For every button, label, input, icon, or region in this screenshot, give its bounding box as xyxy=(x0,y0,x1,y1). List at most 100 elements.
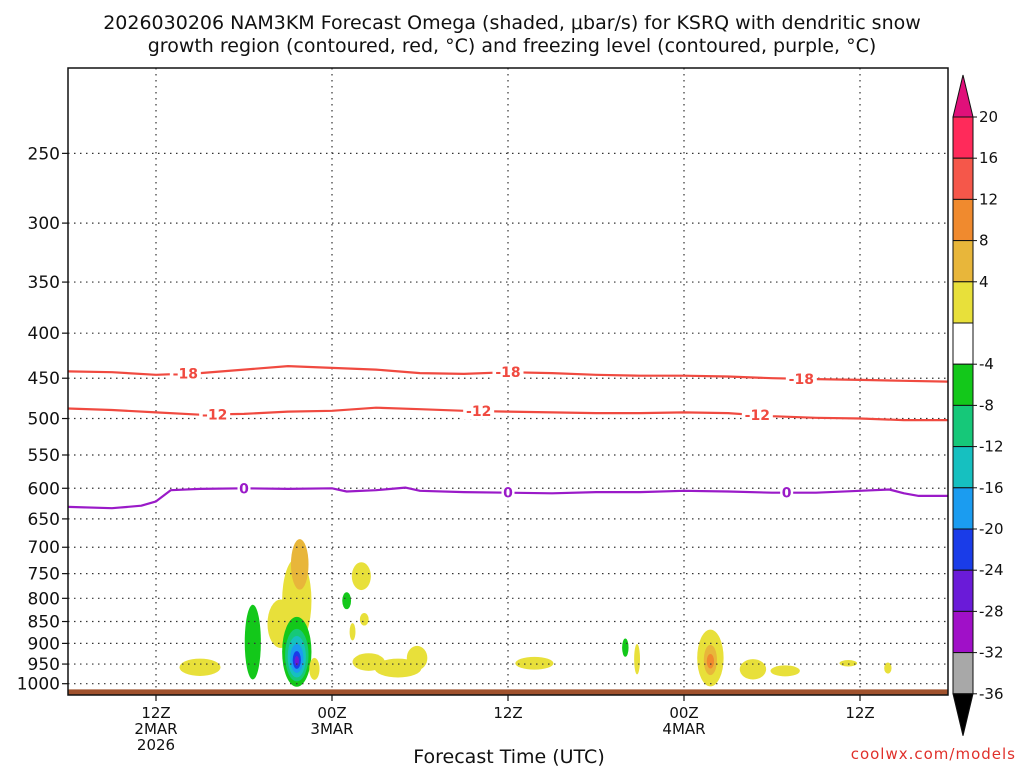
colorbar-arrow-top xyxy=(952,74,974,118)
y-tick-label-250: 250 xyxy=(28,144,60,164)
contour-label-bg-1-0 xyxy=(199,406,231,423)
x-tick-label-6-2: 2026 xyxy=(137,736,175,754)
x-axis-label: Forecast Time (UTC) xyxy=(413,746,604,768)
y-tick-label-1000: 1000 xyxy=(17,675,60,695)
omega-shading xyxy=(179,539,892,687)
contour-label-0-2: -18 xyxy=(789,372,814,388)
y-tick-label-450: 450 xyxy=(28,369,60,389)
contour-label-bg-2-0 xyxy=(237,480,251,497)
colorbar-arrow-bottom xyxy=(952,693,974,736)
contour-label-bg-0-2 xyxy=(785,370,817,387)
contour-label-bg-2-1 xyxy=(501,484,515,501)
omega-cell-21 xyxy=(634,644,640,675)
contour-label-bg-1-2 xyxy=(741,407,773,424)
y-tick-label-750: 750 xyxy=(28,565,60,585)
colorbar-bin-12 xyxy=(952,610,974,654)
omega-cell-1 xyxy=(244,604,261,680)
y-tick-label-850: 850 xyxy=(28,613,60,633)
colorbar-label-5: -4 xyxy=(979,355,994,373)
ground-level-bar xyxy=(68,689,948,695)
contour-label-1-2: -12 xyxy=(745,408,770,424)
colorbar-bin-3 xyxy=(952,240,974,283)
omega-cell-27 xyxy=(839,660,858,667)
y-tick-label-500: 500 xyxy=(28,410,60,430)
x-tick-label-30-0: 12Z xyxy=(493,704,522,722)
colorbar-label-7: -12 xyxy=(979,438,1004,456)
x-tick-label-6-1: 2MAR xyxy=(134,720,177,738)
colorbar-label-1: 16 xyxy=(979,149,998,167)
colorbar-bin-7 xyxy=(952,404,974,448)
colorbar-label-13: -36 xyxy=(979,685,1004,703)
colorbar-label-0: 20 xyxy=(979,108,998,126)
contour-label-bg-0-1 xyxy=(492,364,524,381)
site-credit: coolwx.com/models xyxy=(851,745,1016,763)
contour-label-1-1: -12 xyxy=(466,404,491,420)
omega-colorbar: 20 16 12 8 4 -4 -8 -12 -16 -20 -24 -28 -32 -36 xyxy=(952,74,1004,736)
omega-cell-19 xyxy=(515,656,554,670)
chart-title-line1: 2026030206 NAM3KM Forecast Omega (shaded… xyxy=(103,12,921,34)
x-tick-label-18-0: 00Z xyxy=(317,704,346,722)
y-tick-label-300: 300 xyxy=(28,214,60,234)
omega-cell-14 xyxy=(351,562,371,591)
colorbar-bin-2 xyxy=(952,198,974,242)
omega-cell-24 xyxy=(706,654,715,669)
y-tick-label-550: 550 xyxy=(28,446,60,466)
contour-label-bg-1-1 xyxy=(463,403,495,420)
contour-label-0-1: -18 xyxy=(495,365,520,381)
pressure-axis: 2503003504004505005506006507007508008509… xyxy=(17,144,68,695)
omega-cell-0 xyxy=(179,658,221,676)
colorbar-bin-8 xyxy=(952,446,974,489)
contour-label-2-2: 0 xyxy=(782,486,792,502)
colorbar-label-10: -24 xyxy=(979,561,1004,579)
colorbar-bin-0 xyxy=(952,116,974,159)
colorbar-label-11: -28 xyxy=(979,602,1004,620)
colorbar-label-12: -32 xyxy=(979,644,1004,662)
y-tick-label-800: 800 xyxy=(28,589,60,609)
colorbar-bin-5 xyxy=(952,322,974,365)
colorbar-label-4: 4 xyxy=(979,273,989,291)
omega-cell-13 xyxy=(349,623,356,641)
omega-cell-18 xyxy=(406,645,428,671)
y-tick-label-950: 950 xyxy=(28,655,60,675)
colorbar-label-2: 12 xyxy=(979,190,998,208)
contour-label-bg-2-2 xyxy=(780,484,794,501)
contour-line-2 xyxy=(67,486,948,510)
contour-label-1-0: -12 xyxy=(202,407,227,423)
contour-label-2-1: 0 xyxy=(503,486,513,502)
omega-cell-11 xyxy=(309,657,320,680)
chart-title-line2: growth region (contoured, red, °C) and f… xyxy=(148,35,877,57)
y-tick-label-400: 400 xyxy=(28,324,60,344)
colorbar-bin-13 xyxy=(952,652,974,695)
omega-cell-4 xyxy=(290,539,309,590)
omega-cell-12 xyxy=(342,592,352,610)
omega-cell-15 xyxy=(359,612,369,626)
colorbar-label-9: -20 xyxy=(979,520,1004,538)
y-tick-label-650: 650 xyxy=(28,510,60,530)
x-tick-label-42-0: 00Z xyxy=(669,704,698,722)
y-tick-label-600: 600 xyxy=(28,479,60,499)
omega-cell-10 xyxy=(294,655,299,666)
colorbar-label-6: -8 xyxy=(979,396,994,414)
x-tick-label-42-1: 4MAR xyxy=(662,720,705,738)
colorbar-bin-11 xyxy=(952,569,974,612)
omega-cell-25 xyxy=(739,659,767,680)
y-tick-label-900: 900 xyxy=(28,634,60,654)
y-tick-label-350: 350 xyxy=(28,273,60,293)
contour-label-bg-0-0 xyxy=(169,365,201,382)
colorbar-label-8: -16 xyxy=(979,479,1004,497)
colorbar-bin-9 xyxy=(952,487,974,530)
x-tick-label-18-1: 3MAR xyxy=(310,720,353,738)
x-tick-label-6-0: 12Z xyxy=(141,704,170,722)
colorbar-bin-4 xyxy=(952,281,974,324)
colorbar-bin-6 xyxy=(952,363,974,406)
temperature-contours: -18 -18 -18 -12 -12 -12 0 0 0 xyxy=(67,364,949,510)
omega-cell-26 xyxy=(770,665,800,677)
colorbar-bin-10 xyxy=(952,528,974,571)
contour-label-2-0: 0 xyxy=(239,481,249,497)
colorbar-label-3: 8 xyxy=(979,232,989,250)
colorbar-bin-1 xyxy=(952,157,974,200)
omega-cell-28 xyxy=(884,662,892,674)
x-tick-label-54-0: 12Z xyxy=(845,704,874,722)
